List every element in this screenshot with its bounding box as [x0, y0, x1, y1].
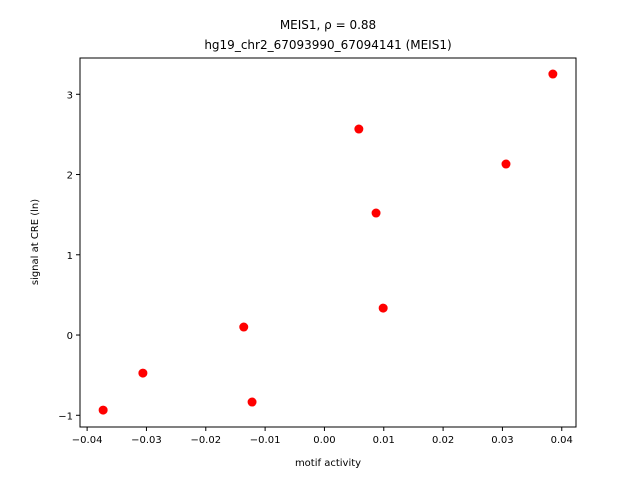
point: [378, 303, 388, 313]
x-tick-label: 0.03: [491, 435, 513, 446]
x-tick-label: 0.00: [313, 435, 335, 446]
y-axis-label: signal at CRE (ln): [30, 199, 41, 285]
x-tick-label: −0.04: [72, 435, 103, 446]
x-tick-label: −0.02: [190, 435, 221, 446]
y-tick-label: −1: [58, 411, 73, 422]
chart-title: MEIS1, ρ = 0.88: [280, 18, 376, 32]
point: [371, 208, 381, 218]
point: [98, 405, 108, 415]
point: [501, 159, 511, 169]
point: [548, 69, 558, 79]
plot-frame: [79, 57, 577, 428]
point: [138, 368, 148, 378]
y-tick-label: 2: [67, 171, 73, 182]
x-tick-label: −0.01: [250, 435, 281, 446]
point: [354, 124, 364, 134]
point: [247, 397, 257, 407]
y-tick-label: 0: [67, 331, 73, 342]
x-axis-label: motif activity: [295, 458, 361, 469]
x-tick-label: −0.03: [131, 435, 162, 446]
point: [239, 322, 249, 332]
chart-subtitle: hg19_chr2_67093990_67094141 (MEIS1): [204, 38, 451, 52]
x-tick-label: 0.04: [551, 435, 573, 446]
y-tick-label: 3: [67, 90, 73, 101]
x-tick-label: 0.02: [432, 435, 454, 446]
x-tick-label: 0.01: [373, 435, 395, 446]
y-tick-label: 1: [67, 251, 73, 262]
